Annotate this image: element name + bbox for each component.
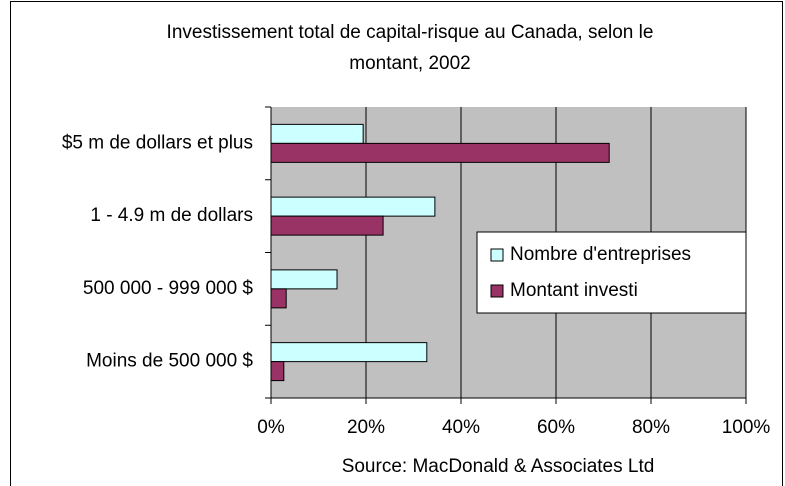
x-tick-label: 20%	[347, 417, 385, 438]
bar	[270, 269, 338, 290]
x-tick-label: 80%	[632, 417, 670, 438]
legend-label: Nombre d'entreprises	[510, 244, 691, 265]
bar	[270, 123, 364, 144]
bar	[270, 361, 285, 382]
chart-title: Investissement total de capital-risque a…	[167, 22, 654, 43]
frame	[10, 1, 783, 486]
y-tick-label: 1 - 4.9 m de dollars	[90, 205, 253, 226]
x-tick-label: 60%	[537, 417, 575, 438]
legend-swatch	[490, 248, 504, 262]
bar	[270, 342, 428, 363]
y-tick-label: 500 000 - 999 000 $	[83, 278, 254, 299]
x-tick-label: 40%	[442, 417, 480, 438]
source: Source: MacDonald & Associates Ltd	[342, 456, 655, 477]
x-tick-label: 0%	[257, 417, 285, 438]
bar	[270, 288, 287, 309]
legend	[476, 231, 747, 314]
chart-title: montant, 2002	[349, 53, 470, 74]
legend-swatch	[490, 284, 504, 298]
bar	[270, 196, 436, 217]
bar	[270, 215, 384, 236]
bar	[270, 142, 610, 163]
legend-label: Montant investi	[510, 280, 638, 301]
y-tick-label: Moins de 500 000 $	[86, 351, 253, 372]
y-tick-label: $5 m de dollars et plus	[62, 132, 253, 153]
x-tick-label: 100%	[722, 417, 771, 438]
